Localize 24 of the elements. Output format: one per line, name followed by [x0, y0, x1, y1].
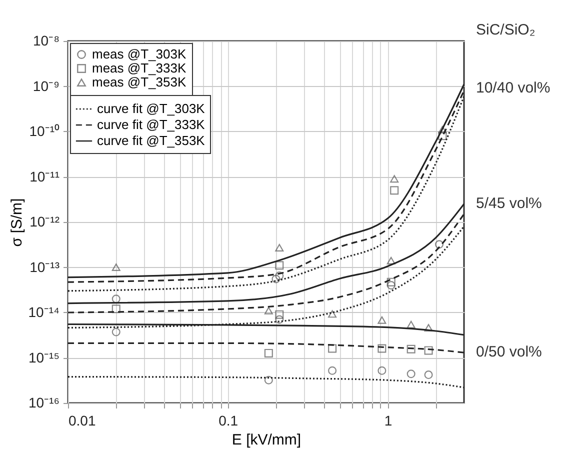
x-tick-label: 0.1 [218, 412, 238, 428]
legend-label: curve fit @T_333K [97, 117, 206, 132]
y-tick-label: 10⁻¹² [30, 214, 60, 230]
y-tick-label: 10⁻¹⁶ [28, 394, 60, 410]
y-tick-label: 10⁻¹¹ [30, 168, 60, 184]
text: 5/45 vol% [476, 195, 542, 212]
y-tick-label: 10⁻⁸ [33, 32, 60, 48]
x-axis-title: E [kV/mm] [232, 432, 302, 448]
y-axis-title: σ [S/m] [8, 198, 26, 247]
legend-label: meas @T_353K [92, 74, 186, 90]
legend-label: curve fit @T_303K [97, 101, 206, 116]
y-tick-label: 10⁻¹³ [30, 258, 60, 275]
y-tick-label: 10⁻¹⁰ [29, 123, 60, 139]
y-tick-label: 10⁻¹⁴ [28, 304, 60, 320]
legend-label: meas @T_303K [92, 46, 186, 62]
y-tick-label: 10⁻¹⁵ [28, 349, 60, 366]
legend-label: meas @T_333K [92, 60, 186, 76]
text: SiC/SiO₂ [476, 21, 536, 38]
x-tick-label: 1 [384, 412, 392, 428]
y-tick-label: 10⁻⁹ [32, 78, 60, 94]
text: 10/40 vol% [476, 79, 550, 96]
legend-label: curve fit @T_353K [97, 133, 206, 148]
text: 0/50 vol% [476, 344, 542, 361]
x-tick-label: 0.01 [68, 412, 96, 428]
